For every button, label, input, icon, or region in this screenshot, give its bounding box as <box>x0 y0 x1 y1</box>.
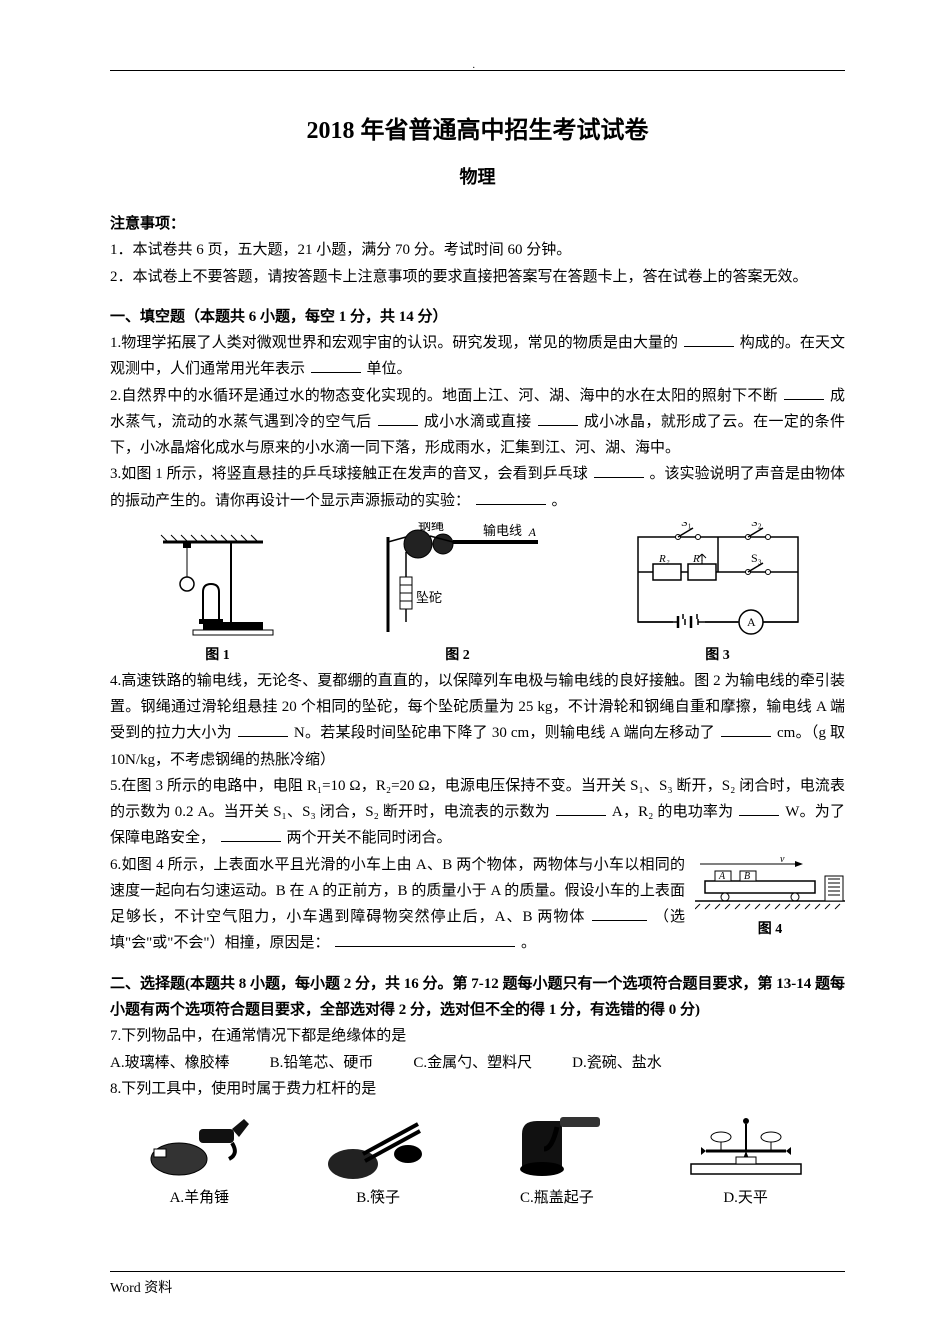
svg-text:A: A <box>527 525 536 539</box>
svg-text:v: v <box>780 856 785 865</box>
q7-stem: 7.下列物品中，在通常情况下都是绝缘体的是 <box>110 1028 406 1044</box>
q2-part-c: 成小水滴或直接 <box>424 414 532 430</box>
figure-3: S₁ S₂ R₂ R₁ S₃ <box>623 522 813 664</box>
q1-part-a: 1.物理学拓展了人类对微观世界和宏观宇宙的认识。研究发现，常见的物质是由大量的 <box>110 335 678 351</box>
q8-svg-a <box>144 1109 254 1184</box>
doc-subtitle: 物理 <box>110 163 845 189</box>
q5-part-d: 两个开关不能同时闭合。 <box>287 830 452 846</box>
q8-caption-a: A.羊角锤 <box>144 1186 254 1207</box>
q4-part-b: N。若某段时间坠砣串下降了 30 cm，则输电线 A 端向左移动了 <box>294 725 715 741</box>
blank <box>311 357 361 373</box>
svg-text:S₂: S₂ <box>751 522 762 529</box>
q7-option-b: B.铅笔芯、硬币 <box>270 1051 374 1072</box>
svg-text:S₁: S₁ <box>681 522 692 529</box>
svg-text:R₁: R₁ <box>692 553 704 565</box>
q5-part-b: A，R₂ 的电功率为 <box>612 804 733 820</box>
q2-part-a: 2.自然界中的水循环是通过水的物态变化实现的。地面上江、河、湖、海中的水在太阳的… <box>110 388 778 404</box>
figure-2-svg: A 钢绳 输电线 坠砣 <box>358 522 558 642</box>
doc-title: 2018 年省普通高中招生考试试卷 <box>110 110 845 145</box>
q8-svg-b <box>323 1109 433 1184</box>
figure-1-svg <box>143 532 293 642</box>
q7-option-d: D.瓷碗、盐水 <box>572 1051 662 1072</box>
svg-text:S₃: S₃ <box>751 551 762 565</box>
q1-part-c: 单位。 <box>367 361 412 377</box>
svg-text:A: A <box>747 615 756 629</box>
question-1: 1.物理学拓展了人类对微观世界和宏观宇宙的认识。研究发现，常见的物质是由大量的 … <box>110 330 845 383</box>
notice-block: 注意事项： 1．本试卷共 6 页，五大题，21 小题，满分 70 分。考试时间 … <box>110 211 845 290</box>
figure-4-caption: 图 4 <box>695 918 845 938</box>
section-2-heading: 二、选择题(本题共 8 小题，每小题 2 分，共 16 分。第 7-12 题每小… <box>110 971 845 1024</box>
blank <box>556 800 606 816</box>
q7-options: A.玻璃棒、橡胶棒 B.铅笔芯、硬币 C.金属勺、塑料尺 D.瓷碗、盐水 <box>110 1051 845 1072</box>
blank <box>684 331 734 347</box>
q7-option-a: A.玻璃棒、橡胶棒 <box>110 1051 230 1072</box>
question-8: 8.下列工具中，使用时属于费力杠杆的是 <box>110 1076 845 1102</box>
figure-row-1: 图 1 A 钢绳 输电线 坠砣 图 2 <box>110 522 845 664</box>
question-5: 5.在图 3 所示的电路中，电阻 R₁=10 Ω，R₂=20 Ω，电源电压保持不… <box>110 773 845 852</box>
question-2: 2.自然界中的水循环是通过水的物态变化实现的。地面上江、河、湖、海中的水在太阳的… <box>110 383 845 462</box>
q8-svg-c <box>502 1109 612 1184</box>
blank <box>721 721 771 737</box>
q3-part-a: 3.如图 1 所示，将竖直悬挂的乒乓球接触正在发声的音叉，会看到乒乓球 <box>110 466 588 482</box>
question-4: 4.高速铁路的输电线，无论冬、夏都绷的直直的，以保障列车电极与输电线的良好接触。… <box>110 668 845 773</box>
blank <box>221 826 281 842</box>
q3-part-c: 。 <box>552 493 567 509</box>
svg-text:R₂: R₂ <box>658 553 670 565</box>
blank <box>335 931 515 947</box>
notice-line-1: 1．本试卷共 6 页，五大题，21 小题，满分 70 分。考试时间 60 分钟。 <box>110 242 571 258</box>
figure-3-svg: S₁ S₂ R₂ R₁ S₃ <box>623 522 813 642</box>
q8-caption-b: B.筷子 <box>323 1186 433 1207</box>
header-rule <box>110 70 845 71</box>
q5-part-a: 5.在图 3 所示的电路中，电阻 R₁=10 Ω，R₂=20 Ω，电源电压保持不… <box>110 778 845 820</box>
blank <box>238 721 288 737</box>
figure-2: A 钢绳 输电线 坠砣 图 2 <box>358 522 558 664</box>
fig2-weight-label: 坠砣 <box>416 590 442 605</box>
notice-heading: 注意事项： <box>110 216 185 232</box>
q8-figure-a: A.羊角锤 <box>144 1109 254 1207</box>
q8-figure-d: D.天平 <box>681 1109 811 1207</box>
figure-1-caption: 图 1 <box>143 644 293 664</box>
q8-caption-c: C.瓶盖起子 <box>502 1186 612 1207</box>
section-1-heading: 一、填空题（本题共 6 小题，每空 1 分，共 14 分） <box>110 304 845 330</box>
q6-part-c: 。 <box>521 935 536 951</box>
question-7: 7.下列物品中，在通常情况下都是绝缘体的是 <box>110 1023 845 1049</box>
figure-1: 图 1 <box>143 532 293 664</box>
svg-text:A: A <box>718 871 726 882</box>
blank <box>538 410 578 426</box>
q8-figure-row: A.羊角锤 B.筷子 C.瓶盖起子 <box>110 1109 845 1207</box>
q8-stem: 8.下列工具中，使用时属于费力杠杆的是 <box>110 1081 376 1097</box>
notice-line-2: 2．本试卷上不要答题，请按答题卡上注意事项的要求直接把答案写在答题卡上，答在试卷… <box>110 269 808 285</box>
blank <box>739 800 779 816</box>
q7-option-c: C.金属勺、塑料尺 <box>413 1051 532 1072</box>
question-3: 3.如图 1 所示，将竖直悬挂的乒乓球接触正在发声的音叉，会看到乒乓球 。该实验… <box>110 461 845 514</box>
footer-rule <box>110 1271 845 1272</box>
q8-figure-c: C.瓶盖起子 <box>502 1109 612 1207</box>
blank <box>476 489 546 505</box>
blank <box>378 410 418 426</box>
figure-4: v A B 图 4 <box>695 856 845 938</box>
fig2-wire-label: 输电线 <box>483 523 522 538</box>
blank <box>594 462 644 478</box>
figure-3-caption: 图 3 <box>623 644 813 664</box>
footer-text: Word 资料 <box>110 1277 172 1297</box>
svg-text:B: B <box>744 871 750 882</box>
q8-svg-d <box>681 1109 811 1184</box>
fig2-rope-label: 钢绳 <box>418 522 444 533</box>
figure-4-svg: v A B <box>695 856 845 916</box>
q8-figure-b: B.筷子 <box>323 1109 433 1207</box>
blank <box>592 905 647 921</box>
blank <box>784 384 824 400</box>
figure-2-caption: 图 2 <box>358 644 558 664</box>
page: . 2018 年省普通高中招生考试试卷 物理 注意事项： 1．本试卷共 6 页，… <box>0 0 945 1337</box>
q8-caption-d: D.天平 <box>681 1186 811 1207</box>
